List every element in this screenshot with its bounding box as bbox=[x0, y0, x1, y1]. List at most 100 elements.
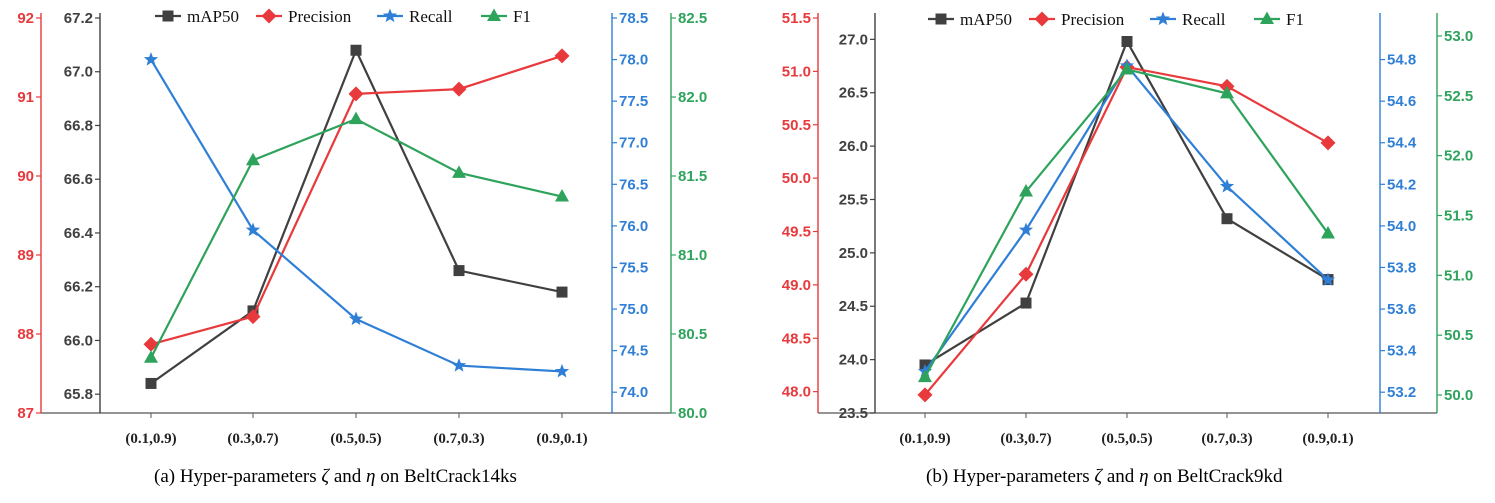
y-tick-label-map: 66.2 bbox=[64, 279, 93, 296]
data-point-precision bbox=[1018, 266, 1034, 282]
y-tick-label-f1: 50.5 bbox=[1444, 327, 1473, 344]
y-tick-label-f1: 80.0 bbox=[678, 405, 707, 422]
legend-marker-f1 bbox=[487, 8, 501, 21]
legend: mAP50 Precision Recall F1 bbox=[928, 10, 1304, 29]
y-tick-label-f1: 53.0 bbox=[1444, 28, 1473, 45]
y-tick-label-f1: 81.5 bbox=[678, 168, 707, 185]
y-tick-label-recall: 77.0 bbox=[619, 135, 648, 152]
y-tick-label-map: 24.5 bbox=[839, 298, 868, 315]
data-point-map50 bbox=[1020, 297, 1032, 309]
y-tick-label-precision: 49.5 bbox=[782, 224, 811, 241]
y-tick-label-recall: 53.8 bbox=[1387, 259, 1416, 276]
y-tick-label-f1: 81.0 bbox=[678, 247, 707, 264]
y-tick-label-precision: 48.5 bbox=[782, 330, 811, 347]
series-line-recall bbox=[924, 63, 1329, 373]
data-point-precision bbox=[143, 336, 159, 352]
y-tick-label-map: 26.0 bbox=[839, 138, 868, 155]
data-point-recall bbox=[554, 363, 570, 378]
y-tick-label-recall: 54.0 bbox=[1387, 218, 1416, 235]
data-point-precision bbox=[245, 309, 261, 325]
y-tick-label-precision: 51.5 bbox=[782, 10, 811, 27]
y-tick-label-map: 66.0 bbox=[64, 332, 93, 349]
y-tick-label-recall: 53.4 bbox=[1387, 343, 1417, 360]
y-tick-label-f1: 80.5 bbox=[678, 326, 707, 343]
legend-marker-precision bbox=[1034, 11, 1050, 27]
data-point-precision bbox=[451, 81, 467, 97]
data-point-map50 bbox=[556, 286, 568, 298]
legend-label-map50: mAP50 bbox=[187, 7, 239, 26]
data-point-f1 bbox=[144, 350, 158, 363]
data-point-map50 bbox=[145, 377, 157, 389]
data-point-recall bbox=[1018, 222, 1034, 237]
data-point-map50 bbox=[350, 44, 362, 56]
y-tick-label-recall: 76.5 bbox=[619, 176, 648, 193]
legend-label-map50: mAP50 bbox=[960, 10, 1012, 29]
data-point-f1 bbox=[1321, 225, 1335, 239]
x-tick-label: (0.7,0.3) bbox=[433, 431, 484, 447]
data-point-f1 bbox=[1019, 184, 1033, 197]
y-tick-label-f1: 82.0 bbox=[678, 89, 707, 106]
y-tick-label-map: 24.0 bbox=[839, 352, 868, 369]
data-point-f1 bbox=[349, 111, 363, 125]
data-point-precision bbox=[554, 48, 570, 64]
y-tick-label-precision: 92 bbox=[17, 10, 34, 27]
legend-label-f1: F1 bbox=[1286, 10, 1304, 29]
chart-a: (0.1,0.9) (0.3,0.7) (0.5,0.5) (0.7,0.3) (0.9… bbox=[17, 7, 707, 447]
y-tick-label-recall: 53.6 bbox=[1387, 301, 1416, 318]
y-tick-label-precision: 88 bbox=[17, 326, 34, 343]
y-tick-label-map: 65.8 bbox=[64, 386, 93, 403]
series-line-recall bbox=[150, 59, 563, 373]
y-tick-label-precision: 49.0 bbox=[782, 277, 811, 294]
y-tick-label-map: 26.5 bbox=[839, 85, 868, 102]
legend-label-recall: Recall bbox=[1182, 10, 1226, 29]
legend-marker-map50 bbox=[162, 10, 174, 22]
data-point-recall bbox=[143, 52, 159, 66]
y-tick-label-precision: 89 bbox=[17, 247, 34, 264]
series-line-map50 bbox=[924, 38, 1329, 366]
y-tick-label-f1: 52.0 bbox=[1444, 148, 1473, 165]
data-point-f1 bbox=[1220, 85, 1234, 99]
y-tick-label-recall: 75.0 bbox=[619, 301, 648, 318]
y-tick-label-recall: 78.0 bbox=[619, 52, 648, 69]
data-point-map50 bbox=[1221, 213, 1233, 225]
data-point-map50 bbox=[1121, 35, 1133, 47]
y-tick-label-recall: 54.4 bbox=[1387, 135, 1417, 152]
data-point-precision bbox=[348, 86, 364, 102]
y-tick-label-recall: 54.6 bbox=[1387, 93, 1416, 110]
x-tick-label: (0.5,0.5) bbox=[330, 431, 381, 447]
data-point-recall bbox=[348, 311, 364, 326]
y-tick-label-recall: 78.5 bbox=[619, 10, 648, 27]
data-point-precision bbox=[1320, 135, 1336, 151]
y-tick-label-map: 25.5 bbox=[839, 191, 868, 208]
y-tick-label-recall: 74.5 bbox=[619, 343, 648, 360]
y-tick-label-precision: 50.0 bbox=[782, 170, 811, 187]
data-point-f1 bbox=[246, 152, 260, 166]
legend-marker-map50 bbox=[935, 13, 947, 25]
y-tick-label-precision: 91 bbox=[17, 89, 34, 106]
y-tick-label-map: 23.5 bbox=[839, 405, 868, 422]
legend-marker-precision bbox=[261, 8, 277, 24]
x-tick-label: (0.7,0.3) bbox=[1201, 431, 1252, 447]
legend: mAP50 Precision Recall F1 bbox=[155, 7, 531, 26]
x-tick-label: (0.1,0.9) bbox=[899, 431, 950, 447]
chart-b: (0.1,0.9) (0.3,0.7) (0.5,0.5) (0.7,0.3) (0.9… bbox=[782, 10, 1473, 447]
x-tick-label: (0.9,0.1) bbox=[1302, 431, 1353, 447]
y-tick-label-map: 66.8 bbox=[64, 117, 93, 134]
data-point-recall bbox=[451, 358, 467, 372]
y-tick-label-map: 67.2 bbox=[64, 10, 93, 27]
y-tick-label-f1: 51.5 bbox=[1444, 208, 1473, 225]
legend-marker-recall bbox=[382, 8, 398, 23]
y-tick-label-f1: 52.5 bbox=[1444, 88, 1473, 105]
caption-b: (b) Hyper-parameters ζ and η on BeltCrac… bbox=[926, 466, 1283, 487]
data-point-f1 bbox=[555, 189, 569, 202]
legend-label-recall: Recall bbox=[409, 7, 453, 26]
legend-label-f1: F1 bbox=[513, 7, 531, 26]
y-tick-label-recall: 53.2 bbox=[1387, 384, 1416, 401]
data-point-precision bbox=[917, 387, 933, 403]
legend-label-precision: Precision bbox=[1061, 10, 1125, 29]
x-tick-label: (0.3,0.7) bbox=[227, 431, 278, 447]
y-tick-label-recall: 54.2 bbox=[1387, 176, 1416, 193]
y-tick-label-map: 66.4 bbox=[64, 225, 94, 242]
data-point-recall bbox=[1219, 178, 1235, 193]
